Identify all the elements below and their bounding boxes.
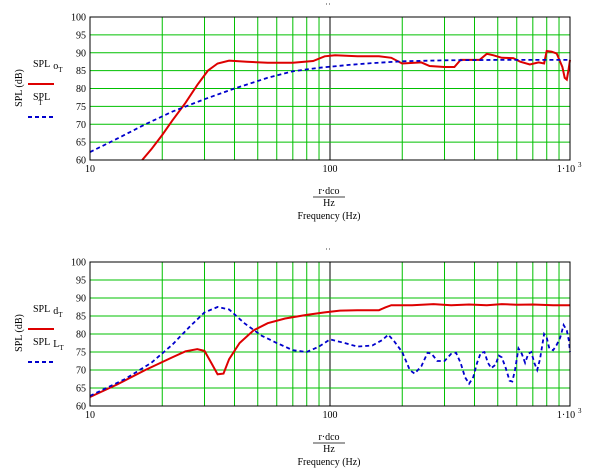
x-tick-label: 100	[323, 164, 338, 175]
x-tick-label: 10	[85, 410, 95, 421]
series-line-solid	[89, 303, 570, 398]
series-line-dashed	[89, 306, 571, 397]
x-label-numerator: r·dco	[318, 186, 339, 197]
y-axis-title: SPL (dB)	[14, 69, 25, 107]
x-label-denominator: Hz	[323, 444, 335, 455]
legend-label: SPL dT	[33, 304, 63, 319]
y-tick-label: 95	[76, 276, 86, 287]
y-tick-label: 95	[76, 30, 86, 41]
y-tick-label: 65	[76, 384, 86, 395]
legend-label: SPL oT	[33, 59, 63, 74]
y-tick-label: 80	[76, 84, 86, 95]
x-tick-label: 100	[323, 410, 338, 421]
series-line-solid	[141, 49, 571, 161]
y-tick-label: 60	[76, 156, 86, 167]
y-tick-label: 65	[76, 138, 86, 149]
y-axis-title: SPL (dB)	[14, 314, 25, 352]
y-tick-label: 75	[76, 102, 86, 113]
y-tick-label: 80	[76, 330, 86, 341]
y-tick-label: 90	[76, 294, 86, 305]
series-line-dashed	[89, 59, 570, 153]
y-tick-label: 60	[76, 402, 86, 413]
x-axis-title: Frequency (Hz)	[297, 211, 360, 222]
legend-label: SPL LT	[33, 337, 64, 352]
x-tick-exponent: 3	[578, 407, 582, 415]
plot-frame	[89, 261, 571, 407]
legend-label: SPLT	[33, 92, 50, 107]
x-tick-label: 1·10	[557, 410, 575, 421]
x-label-numerator: r·dco	[318, 432, 339, 443]
y-tick-label: 100	[71, 13, 86, 24]
y-tick-label: 70	[76, 366, 86, 377]
x-tick-label: 10	[85, 164, 95, 175]
y-tick-label: 90	[76, 48, 86, 59]
y-tick-label: 70	[76, 120, 86, 131]
x-tick-exponent: 3	[578, 161, 582, 169]
y-tick-label: 85	[76, 66, 86, 77]
y-tick-label: 100	[71, 258, 86, 269]
x-label-denominator: Hz	[323, 198, 335, 209]
x-axis-title: Frequency (Hz)	[297, 457, 360, 468]
x-tick-label: 1·10	[557, 164, 575, 175]
y-tick-label: 85	[76, 312, 86, 323]
y-tick-label: 75	[76, 348, 86, 359]
plot-frame	[89, 16, 571, 161]
